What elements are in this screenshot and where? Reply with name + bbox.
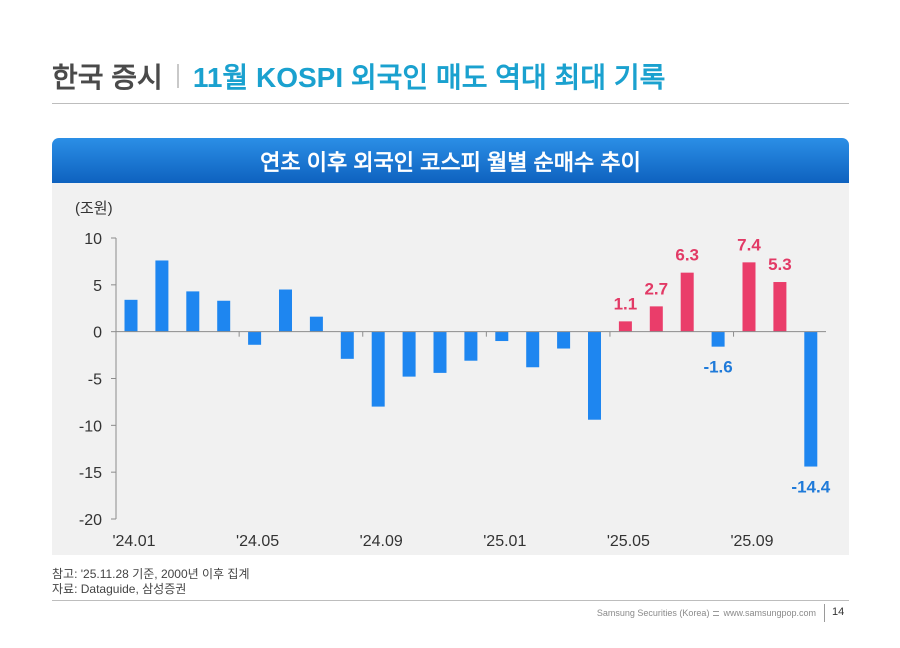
data-label: -14.4 xyxy=(791,478,830,497)
bar xyxy=(649,306,663,332)
bar xyxy=(155,260,169,332)
y-tick-label: 5 xyxy=(93,278,102,295)
data-label: 1.1 xyxy=(614,294,638,313)
data-label: 2.7 xyxy=(644,279,668,298)
bar xyxy=(804,331,818,467)
title-divider xyxy=(176,64,179,88)
page-number: 14 xyxy=(832,606,845,618)
source-note: 자료: Dataguide, 삼성증권 xyxy=(52,582,187,596)
bar xyxy=(464,331,478,361)
slide-title: 11월 KOSPI 외국인 매도 역대 최대 기록 xyxy=(192,62,666,93)
x-tick-label: '24.01 xyxy=(112,533,155,550)
separator-icon xyxy=(713,610,720,616)
bar xyxy=(433,331,447,373)
title-rule xyxy=(52,103,849,104)
y-tick-label: -10 xyxy=(79,418,102,435)
y-tick-label: -5 xyxy=(88,372,102,389)
bar xyxy=(557,331,571,349)
y-tick-label: -15 xyxy=(79,465,102,482)
x-tick-label: '25.05 xyxy=(607,533,650,550)
bar xyxy=(711,331,725,347)
bar xyxy=(495,331,509,342)
chart-panel: (조원) 10 5 0 -5 -10 -15 -20 '24.01 '24.05 '24.09 '25… xyxy=(52,183,849,555)
footer-brand: Samsung Securities (Korea) www.samsungpo… xyxy=(597,607,816,619)
bar xyxy=(217,300,231,332)
bar xyxy=(526,331,540,368)
bar xyxy=(402,331,416,377)
bar xyxy=(773,282,787,332)
y-tick-label: 0 xyxy=(93,325,102,342)
x-tick-label: '24.09 xyxy=(360,533,403,550)
footer-rule xyxy=(52,600,849,601)
x-tick-label: '24.05 xyxy=(236,533,279,550)
bar-chart: (조원) 10 5 0 -5 -10 -15 -20 '24.01 '24.05 '24.09 '25… xyxy=(75,200,831,550)
footer-divider xyxy=(824,604,825,622)
website-link: www.samsungpop.com xyxy=(723,608,816,618)
bar xyxy=(371,331,385,407)
data-label: -1.6 xyxy=(703,358,732,377)
reference-note: 참고: '25.11.28 기준, 2000년 이후 집계 xyxy=(52,567,250,581)
bar xyxy=(742,262,756,332)
y-unit-label: (조원) xyxy=(75,200,113,217)
bar xyxy=(248,331,262,345)
data-label: 5.3 xyxy=(768,255,792,274)
bar xyxy=(279,289,292,332)
bar xyxy=(309,316,323,332)
company-name: Samsung Securities (Korea) xyxy=(596,608,710,618)
y-tick-label: 10 xyxy=(84,231,102,248)
bar xyxy=(186,291,200,332)
bar xyxy=(618,321,632,332)
bar xyxy=(124,299,138,332)
chart-notes: 참고: '25.11.28 기준, 2000년 이후 집계 자료: Datagu… xyxy=(52,567,250,597)
section-label: 한국 증시 xyxy=(52,62,163,93)
y-tick-label: -20 xyxy=(79,512,102,529)
bar xyxy=(340,331,354,359)
x-tick-label: '25.09 xyxy=(730,533,773,550)
data-label: 6.3 xyxy=(675,246,699,265)
chart-title: 연초 이후 외국인 코스피 월별 순매수 추이 xyxy=(260,149,641,175)
bar xyxy=(588,331,601,420)
data-label: 7.4 xyxy=(737,235,761,254)
chart-banner: 연초 이후 외국인 코스피 월별 순매수 추이 xyxy=(52,138,849,183)
x-tick-label: '25.01 xyxy=(483,533,526,550)
slide-header: 한국 증시 11월 KOSPI 외국인 매도 역대 최대 기록 xyxy=(52,56,665,96)
bar xyxy=(680,272,694,332)
